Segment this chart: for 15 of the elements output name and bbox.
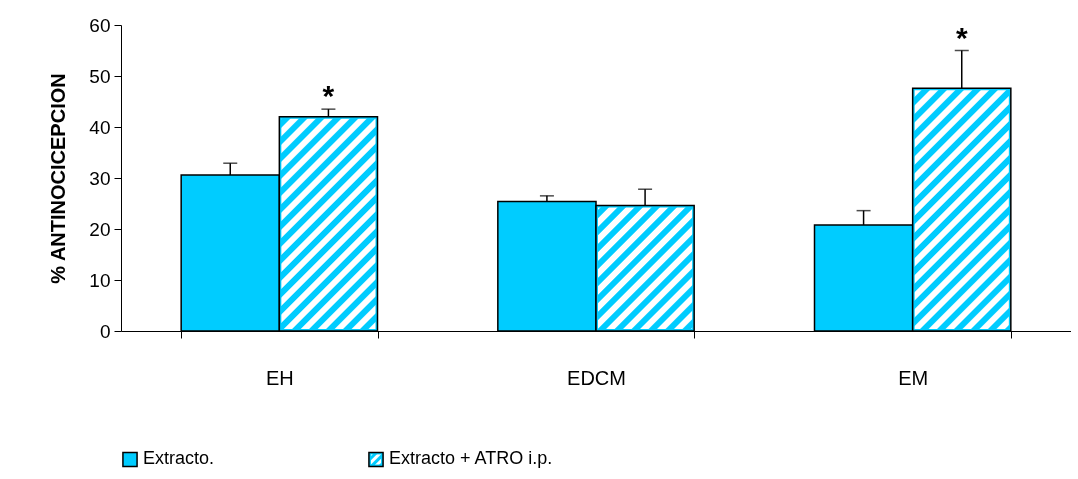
x-tick-label: EH [265,366,294,389]
y-axis-title: % ANTINOCICEPCION [47,73,70,284]
annotation: * [955,20,968,54]
y-tick-label: 20 [89,218,111,240]
y-tick-label: 30 [89,167,111,189]
annotation: * [322,79,335,113]
y-tick-label: 0 [99,320,111,342]
x-tick-label: EM [898,366,929,389]
y-tick-label: 10 [89,269,111,291]
y-tick-label: 50 [89,65,111,87]
y-tick-label: 60 [89,14,111,36]
x-tick-label: EDCM [567,366,626,389]
legend-label: Extracto + ATRO i.p. [389,448,553,469]
y-tick-label: 40 [89,116,111,138]
legend-label: Extracto. [143,448,215,469]
